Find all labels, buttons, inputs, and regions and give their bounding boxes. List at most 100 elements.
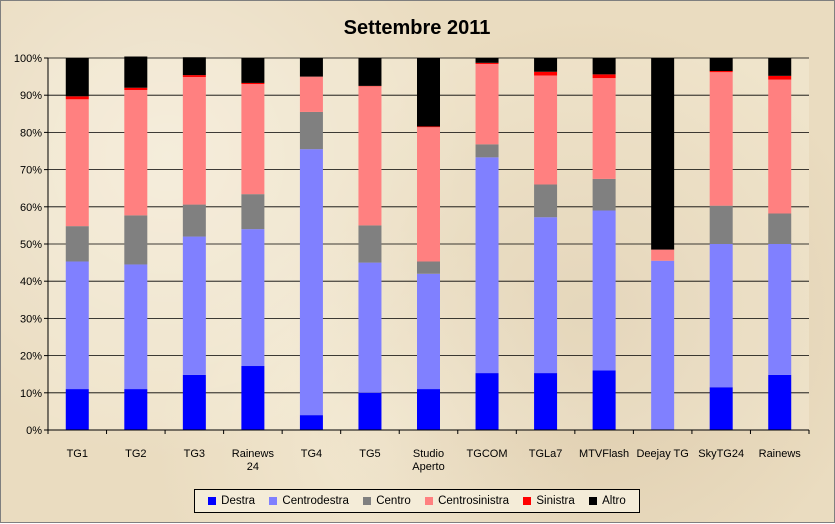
legend-entry-sinistra: Sinistra <box>523 495 574 507</box>
bar-segment-centro <box>183 205 206 237</box>
bar-segment-sinistra <box>710 71 733 72</box>
bar-segment-centrodestra <box>476 157 499 373</box>
bar-segment-centrosinistra <box>241 84 264 194</box>
y-tick-label: 20% <box>20 351 42 363</box>
x-category-label: TGLa7 <box>529 448 563 460</box>
bar-segment-centro <box>476 144 499 157</box>
bar-segment-altro <box>593 58 616 74</box>
bar-segment-centrosinistra <box>768 80 791 214</box>
legend-entry-centrodestra: Centrodestra <box>269 495 348 507</box>
legend-swatch <box>208 497 216 505</box>
bar-segment-altro <box>710 58 733 71</box>
bar-segment-centro <box>768 213 791 244</box>
legend-swatch <box>523 497 531 505</box>
y-tick-label: 60% <box>20 202 42 214</box>
x-category-label: SkyTG24 <box>698 448 744 460</box>
bar-segment-centrosinistra <box>300 77 323 112</box>
y-tick-label: 10% <box>20 388 42 400</box>
bar-segment-centro <box>534 184 557 217</box>
bar-segment-destra <box>768 375 791 430</box>
bar-segment-altro <box>768 58 791 76</box>
y-tick-label: 100% <box>14 53 42 65</box>
bar-segment-centro <box>124 215 147 264</box>
x-category-label: TG2 <box>125 448 146 460</box>
bar-segment-centro <box>358 225 381 262</box>
legend-label: Altro <box>602 495 626 507</box>
bar-segment-centro <box>241 194 264 229</box>
bar-segment-destra <box>241 366 264 430</box>
bar-segment-centrodestra <box>593 211 616 371</box>
legend-entry-centro: Centro <box>363 495 411 507</box>
bar-segment-centro <box>710 206 733 244</box>
x-category-label: TGCOM <box>467 448 508 460</box>
bar-segment-altro <box>66 58 89 96</box>
bar-segment-sinistra <box>66 96 89 99</box>
bar-segment-destra <box>66 389 89 430</box>
legend-entry-destra: Destra <box>208 495 255 507</box>
y-tick-label: 30% <box>20 313 42 325</box>
bar-segment-sinistra <box>124 88 147 90</box>
bar-segment-altro <box>241 58 264 83</box>
x-category-label: TG1 <box>67 448 88 460</box>
legend-swatch <box>589 497 597 505</box>
bar-segment-destra <box>476 373 499 430</box>
bar-segment-centrodestra <box>300 149 323 415</box>
bar-segment-sinistra <box>593 74 616 78</box>
y-tick-label: 80% <box>20 127 42 139</box>
bar-segment-centrosinistra <box>124 90 147 215</box>
bar-segment-centro <box>593 179 616 211</box>
bar-segment-destra <box>593 370 616 430</box>
y-tick-label: 40% <box>20 276 42 288</box>
bar-segment-altro <box>124 57 147 88</box>
bar-segment-destra <box>124 389 147 430</box>
bar-segment-sinistra <box>183 75 206 77</box>
bar-segment-sinistra <box>476 63 499 64</box>
bar-segment-centrosinistra <box>358 86 381 225</box>
bar-segment-sinistra <box>241 83 264 84</box>
bar-segment-altro <box>534 58 557 72</box>
bar-segment-altro <box>300 58 323 77</box>
bar-segment-centrodestra <box>651 261 674 430</box>
bar-segment-centro <box>300 112 323 149</box>
bar-segment-centrodestra <box>358 263 381 393</box>
bar-segment-centrosinistra <box>476 64 499 144</box>
legend-label: Sinistra <box>536 495 574 507</box>
x-category-label: TG4 <box>301 448 322 460</box>
legend: Destra Centrodestra Centro Centrosinistra Si… <box>194 489 640 513</box>
bar-segment-destra <box>300 415 323 430</box>
x-category-label: Deejay TG <box>636 448 688 460</box>
x-category-label: TG5 <box>359 448 380 460</box>
legend-entry-centrosinistra: Centrosinistra <box>425 495 509 507</box>
y-tick-label: 70% <box>20 165 42 177</box>
legend-swatch <box>269 497 277 505</box>
bar-segment-destra <box>417 389 440 430</box>
bar-segment-altro <box>358 58 381 86</box>
legend-swatch <box>363 497 371 505</box>
legend-label: Destra <box>221 495 255 507</box>
bar-segment-destra <box>183 375 206 430</box>
bar-segment-centrosinistra <box>593 78 616 179</box>
bar-segment-centrosinistra <box>534 75 557 184</box>
bar-segment-centrosinistra <box>183 77 206 205</box>
x-category-label: MTVFlash <box>579 448 629 460</box>
bar-segment-sinistra <box>768 76 791 80</box>
bar-segment-sinistra <box>417 126 440 127</box>
bar-segment-destra <box>358 393 381 430</box>
bar-segment-centro <box>417 261 440 273</box>
x-category-label: TG3 <box>184 448 205 460</box>
x-category-label: Rainews <box>759 448 802 460</box>
bar-segment-destra <box>534 373 557 430</box>
bar-segment-centrodestra <box>534 217 557 373</box>
bar-segment-centrodestra <box>241 229 264 366</box>
bar-segment-centrosinistra <box>651 250 674 261</box>
bar-segment-destra <box>710 387 733 430</box>
bar-segment-altro <box>417 58 440 126</box>
y-tick-label: 0% <box>26 425 42 437</box>
bar-segment-centrodestra <box>183 237 206 375</box>
legend-label: Centro <box>376 495 411 507</box>
